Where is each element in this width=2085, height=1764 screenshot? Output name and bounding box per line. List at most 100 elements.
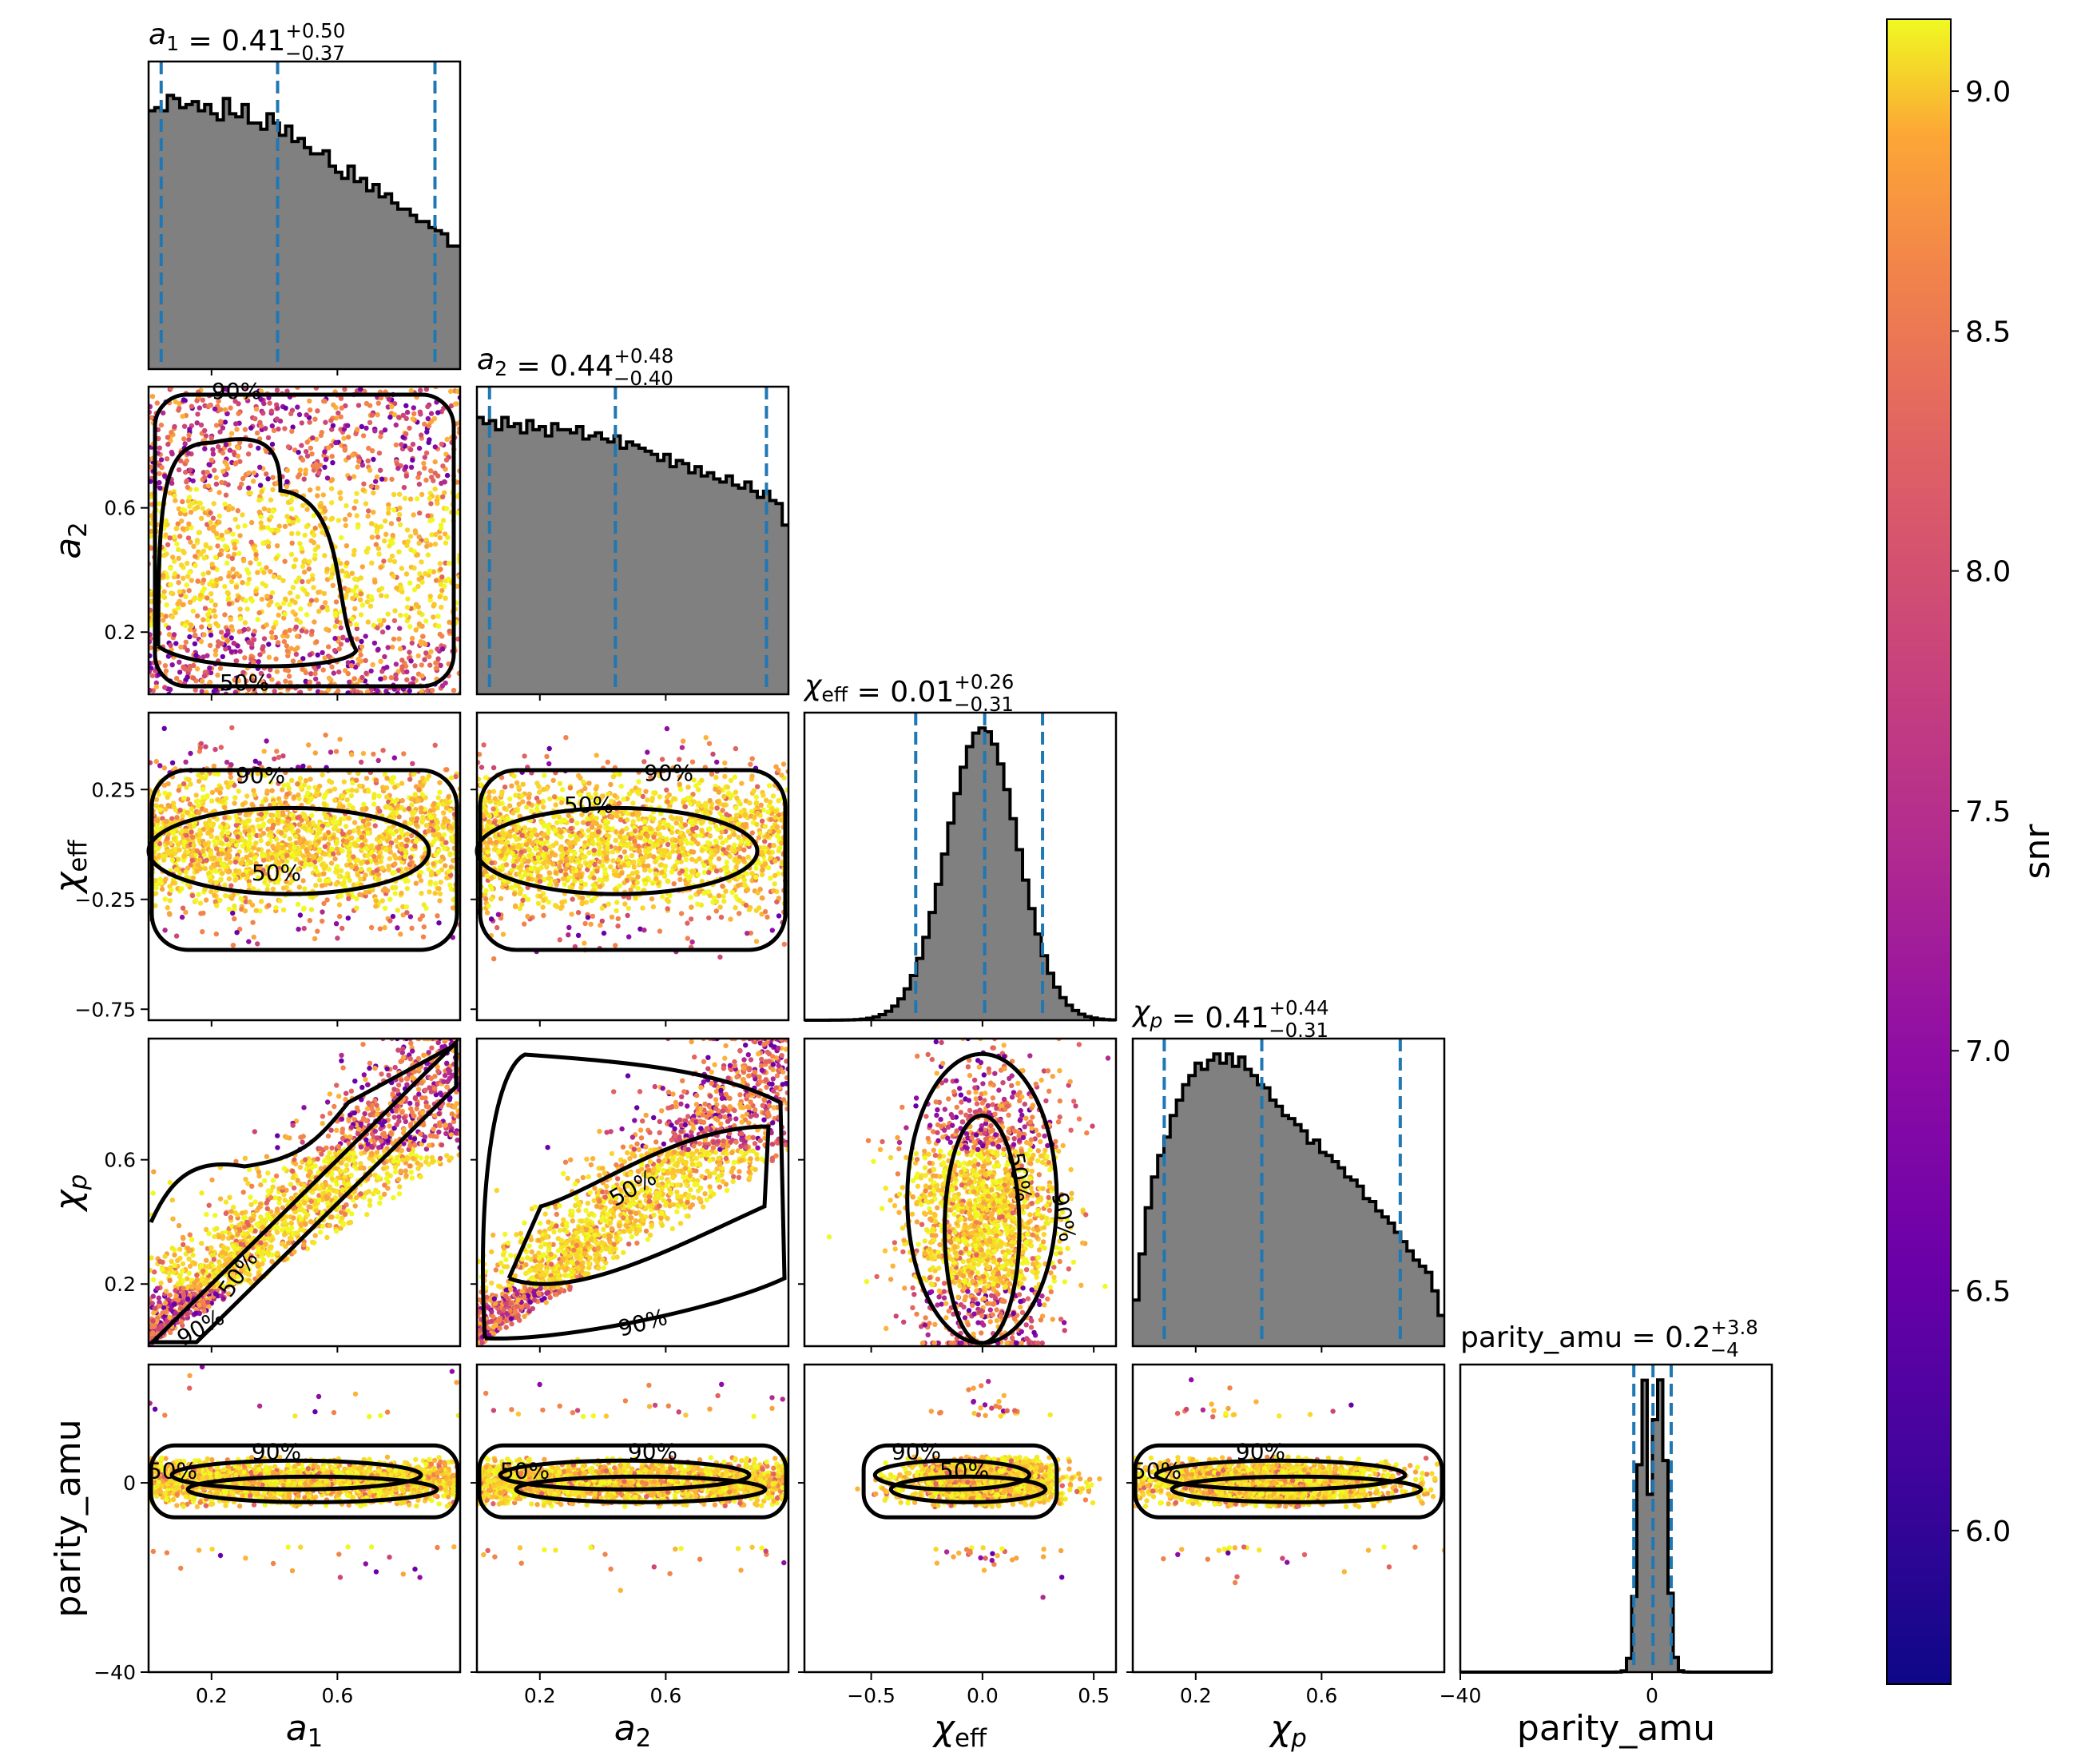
scatter-point <box>358 387 363 392</box>
scatter-point <box>332 797 338 803</box>
scatter-point <box>163 518 169 523</box>
scatter-point <box>399 805 405 811</box>
scatter-point <box>285 818 291 824</box>
scatter-point <box>403 866 409 872</box>
scatter-point <box>377 839 383 845</box>
scatter-point <box>244 567 250 573</box>
scatter-point <box>748 761 753 767</box>
scatter-point <box>161 782 168 789</box>
scatter-point <box>455 636 460 642</box>
scatter-point <box>202 841 208 848</box>
scatter-point <box>411 676 416 681</box>
scatter-point <box>302 825 308 832</box>
scatter-point <box>340 804 346 809</box>
scatter-point <box>547 844 553 850</box>
scatter-point <box>204 773 209 778</box>
scatter-point <box>306 742 312 748</box>
scatter-point <box>243 598 248 604</box>
scatter-point <box>218 847 224 852</box>
scatter-point <box>176 555 181 562</box>
scatter-point <box>415 552 421 558</box>
scatter-point <box>313 792 319 797</box>
scatter-point <box>769 849 776 856</box>
scatter-point <box>324 626 329 632</box>
scatter-point <box>534 832 540 838</box>
scatter-point <box>199 775 205 781</box>
scatter-point <box>520 897 526 904</box>
scatter-point <box>258 837 264 844</box>
scatter-point <box>237 533 243 538</box>
scatter-point <box>176 546 181 553</box>
scatter-point <box>337 490 344 495</box>
scatter-point <box>179 518 185 524</box>
scatter-point <box>273 555 279 562</box>
scatter-point <box>260 411 266 416</box>
scatter-point <box>259 596 264 602</box>
scatter-point <box>193 653 199 658</box>
scatter-point <box>444 472 451 479</box>
scatter-point <box>224 590 230 595</box>
scatter-point <box>181 839 188 844</box>
scatter-point <box>304 449 309 455</box>
scatter-point <box>766 849 772 856</box>
scatter-point <box>426 866 431 872</box>
scatter-point <box>220 425 226 431</box>
scatter-point <box>282 523 288 529</box>
scatter-point <box>434 665 439 671</box>
scatter-point <box>713 868 720 874</box>
scatter-point <box>179 828 185 834</box>
scatter-point <box>382 654 387 660</box>
scatter-point <box>363 501 369 507</box>
scatter-point <box>397 855 403 861</box>
scatter-point <box>417 916 423 922</box>
scatter-point <box>437 534 443 541</box>
scatter-point <box>159 593 165 599</box>
scatter-point <box>379 865 385 871</box>
scatter-point <box>366 445 371 451</box>
scatter-point <box>423 618 429 624</box>
scatter-point <box>295 781 300 787</box>
scatter-point <box>391 618 398 624</box>
scatter-point <box>742 882 748 888</box>
scatter-point <box>328 788 333 793</box>
scatter-point <box>323 732 328 738</box>
scatter-point <box>436 623 442 629</box>
scatter-point <box>292 557 299 562</box>
scatter-point <box>671 796 677 801</box>
scatter-point <box>780 761 787 767</box>
scatter-point <box>252 856 257 861</box>
scatter-point <box>312 936 318 942</box>
scatter-point <box>322 851 328 857</box>
scatter-point <box>324 607 330 613</box>
scatter-point <box>246 832 252 838</box>
scatter-point <box>222 407 228 412</box>
scatter-point <box>248 519 255 526</box>
scatter-point <box>218 877 224 883</box>
scatter-point <box>378 622 384 627</box>
scatter-point <box>259 524 264 530</box>
scatter-point <box>404 886 410 892</box>
scatter-point <box>349 616 355 622</box>
scatter-point <box>284 792 290 797</box>
scatter-point <box>347 857 352 864</box>
scatter-point <box>197 500 202 506</box>
scatter-point <box>761 807 766 812</box>
scatter-point <box>407 855 414 860</box>
scatter-point <box>213 423 220 428</box>
scatter-point <box>303 861 308 868</box>
scatter-point <box>260 821 267 827</box>
scatter-point <box>572 850 578 856</box>
scatter-point <box>302 813 308 819</box>
scatter-point <box>331 402 336 407</box>
scatter-point <box>320 650 325 656</box>
scatter-point <box>359 674 365 681</box>
scatter-point <box>615 916 621 922</box>
scatter-point <box>393 672 399 677</box>
scatter-point <box>216 519 222 525</box>
scatter-point <box>443 863 448 868</box>
scatter-point <box>388 840 395 846</box>
scatter-point <box>264 471 269 477</box>
scatter-point <box>339 881 345 887</box>
scatter-point <box>601 930 607 936</box>
scatter-point <box>322 655 328 661</box>
